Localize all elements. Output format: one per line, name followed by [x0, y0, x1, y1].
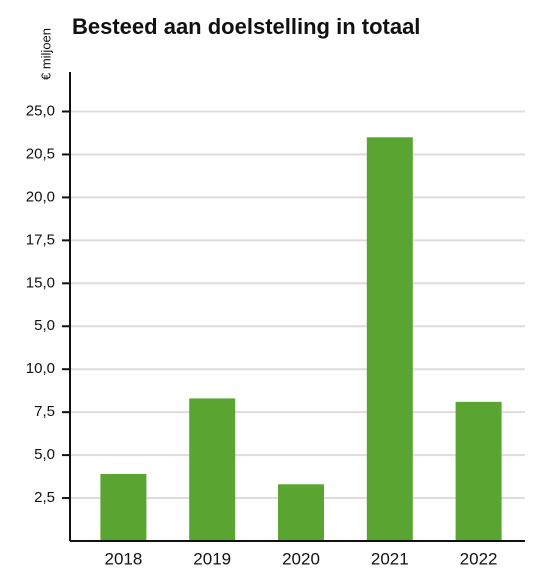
x-tick-label: 2022 — [460, 549, 498, 568]
y-tick-label: 20,5 — [26, 145, 55, 162]
bar — [189, 398, 236, 541]
x-tick-label: 2019 — [193, 549, 231, 568]
y-tick-label: 7,5 — [34, 403, 55, 420]
y-tick-label: 2,5 — [34, 489, 55, 506]
bar — [366, 137, 413, 542]
y-tick-label: 25,0 — [26, 102, 55, 119]
y-tick-label: 20,0 — [26, 188, 55, 205]
bar — [278, 484, 324, 541]
bar — [100, 474, 147, 541]
x-tick-label: 2020 — [282, 549, 320, 568]
y-tick-label: 5,0 — [34, 317, 55, 334]
x-tick-label: 2021 — [371, 549, 409, 568]
y-tick-label: 17,5 — [26, 231, 55, 248]
y-tick-label: 10,0 — [26, 360, 55, 377]
y-tick-label: 5,0 — [34, 446, 55, 463]
bar — [455, 401, 502, 541]
chart-title: Besteed aan doelstelling in totaal — [72, 14, 420, 39]
y-axis-label: € miljoen — [38, 28, 53, 80]
x-tick-label: 2018 — [104, 549, 142, 568]
y-tick-label: 15,0 — [26, 274, 55, 291]
